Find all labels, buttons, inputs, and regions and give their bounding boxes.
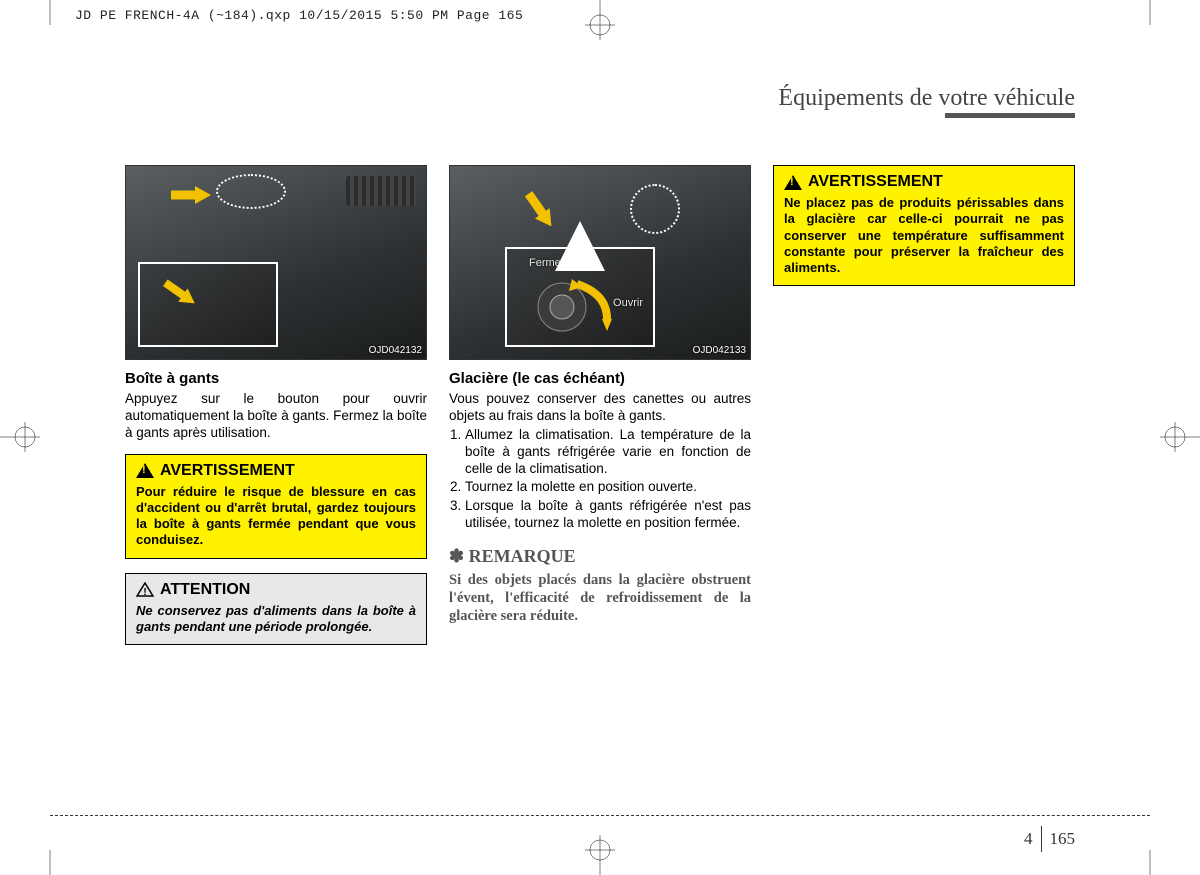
remark-title: ✽ REMARQUE: [449, 546, 751, 567]
step-1: Allumez la climatisation. La température…: [465, 427, 751, 478]
warning-title-text-2: AVERTISSEMENT: [808, 173, 943, 191]
step-3: Lorsque la boîte à gants réfrigérée n'es…: [465, 498, 751, 532]
glovebox-body: Appuyez sur le bouton pour ouvrir automa…: [125, 391, 427, 442]
step-2: Tournez la molette en position ouverte.: [465, 479, 751, 496]
caution-title: ! ATTENTION: [136, 581, 416, 599]
svg-text:!: !: [143, 587, 146, 597]
column-2: Fermer Ouvrir OJD042133 Glacière (le cas…: [449, 165, 751, 645]
coolbox-steps: Allumez la climatisation. La température…: [449, 427, 751, 532]
warning-icon: [784, 175, 802, 190]
caution-box: ! ATTENTION Ne conservez pas d'aliments …: [125, 573, 427, 646]
glovebox-heading: Boîte à gants: [125, 370, 427, 387]
warning-title: AVERTISSEMENT: [136, 462, 416, 480]
section-header: Équipements de votre véhicule: [778, 85, 1075, 112]
coolbox-photo: Fermer Ouvrir OJD042133: [449, 165, 751, 360]
column-1: OJD042132 Boîte à gants Appuyez sur le b…: [125, 165, 427, 645]
warning-title-2: AVERTISSEMENT: [784, 173, 1064, 191]
warning-body: Pour réduire le risque de blessure en ca…: [136, 484, 416, 549]
page-section: 4: [1024, 829, 1033, 849]
content-columns: OJD042132 Boîte à gants Appuyez sur le b…: [125, 165, 1075, 645]
coolbox-body: Vous pouvez conserver des canettes ou au…: [449, 391, 751, 425]
caution-body: Ne conservez pas d'aliments dans la boît…: [136, 603, 416, 636]
page-number: 4 165: [1024, 826, 1075, 852]
glovebox-photo: OJD042132: [125, 165, 427, 360]
page-number-value: 165: [1050, 829, 1076, 849]
warning-box-2: AVERTISSEMENT Ne placez pas de produits …: [773, 165, 1075, 286]
warning-title-text: AVERTISSEMENT: [160, 462, 295, 480]
warning-icon: [136, 463, 154, 478]
caution-icon: !: [136, 582, 154, 597]
coolbox-heading: Glacière (le cas échéant): [449, 370, 751, 387]
warning-box-1: AVERTISSEMENT Pour réduire le risque de …: [125, 454, 427, 559]
image-code-2: OJD042133: [693, 345, 746, 356]
header-bar: [945, 113, 1075, 118]
caution-title-text: ATTENTION: [160, 581, 250, 599]
remark-body: Si des objets placés dans la glacière ob…: [449, 571, 751, 625]
page-divider: [1041, 826, 1042, 852]
warning-body-2: Ne placez pas de produits périssables da…: [784, 195, 1064, 276]
footer-dashed-line: [50, 815, 1150, 816]
print-job-header: JD PE FRENCH-4A (~184).qxp 10/15/2015 5:…: [75, 8, 523, 23]
image-code: OJD042132: [369, 345, 422, 356]
column-3: AVERTISSEMENT Ne placez pas de produits …: [773, 165, 1075, 645]
